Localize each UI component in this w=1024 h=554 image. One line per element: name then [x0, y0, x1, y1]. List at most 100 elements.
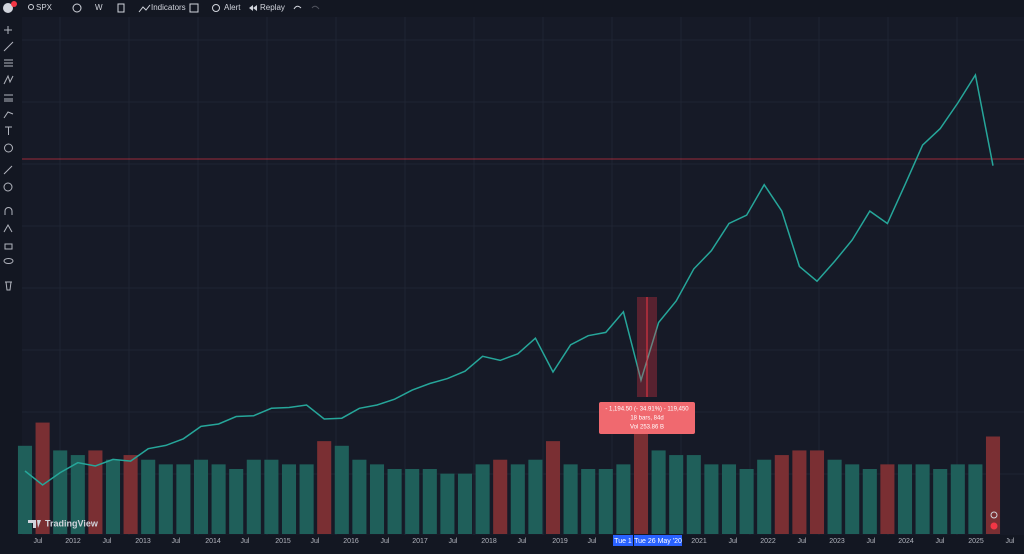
crosshair-label-bg — [634, 535, 682, 546]
volume-bar — [845, 464, 860, 534]
volume-bar — [739, 469, 754, 534]
volume-bar — [774, 455, 789, 534]
crosshair-tool[interactable] — [4, 26, 12, 34]
x-label: Jul — [936, 538, 945, 545]
x-label: 2025 — [968, 538, 984, 545]
volume-bar — [950, 464, 965, 534]
volume-bar — [880, 464, 895, 534]
interval[interactable]: W — [95, 3, 103, 12]
zoom-tool[interactable] — [3, 182, 13, 192]
alert-icon[interactable] — [212, 4, 220, 12]
volume-bar — [176, 464, 191, 534]
volume-bar — [299, 464, 314, 534]
volume-bar — [827, 459, 842, 534]
replay-icon[interactable] — [249, 5, 257, 11]
fib-tool[interactable] — [4, 59, 13, 67]
alert[interactable]: Alert — [224, 3, 241, 12]
tooltip-bg — [599, 402, 695, 434]
volume-bar — [721, 464, 737, 534]
tooltip-bars: 18 bars, 84d — [630, 416, 663, 422]
volume-bar — [493, 459, 508, 534]
brush-tool[interactable] — [3, 111, 14, 119]
settings-icon[interactable] — [990, 511, 998, 519]
crosshair-label-bg — [613, 535, 633, 546]
x-label: Jul — [34, 538, 43, 545]
volume-bar — [475, 464, 490, 534]
x-label: 2016 — [343, 538, 359, 545]
x-label: Jul — [518, 538, 527, 545]
volume-bar — [35, 422, 50, 534]
volume-bar — [686, 455, 701, 534]
volume-bar — [598, 469, 613, 534]
events-icon[interactable] — [990, 522, 998, 530]
volume-bar — [352, 459, 367, 534]
volume-bar — [704, 464, 719, 534]
volume-bar — [193, 459, 209, 534]
toolbar-bg — [0, 0, 1024, 16]
volume-bar — [792, 450, 807, 534]
volume-bar — [246, 459, 261, 534]
x-label: 2018 — [481, 538, 497, 545]
volume-bar — [862, 469, 877, 534]
volume-bar — [387, 469, 402, 534]
x-label: Jul — [241, 538, 250, 545]
crosshair-end: Tue 26 May '20 — [634, 538, 682, 545]
x-label: 2017 — [412, 538, 428, 545]
x-label: Jul — [867, 538, 876, 545]
delete-tool[interactable] — [5, 281, 12, 291]
indicators[interactable]: Indicators — [151, 3, 186, 12]
trendline-tool[interactable] — [3, 41, 14, 52]
volume-bar — [123, 455, 138, 534]
avatar[interactable] — [3, 3, 13, 13]
x-label: 2012 — [65, 538, 81, 545]
volume-bar — [985, 436, 1001, 534]
tooltip-change: - 1,194.50 (- 34.91%) - 119,450 — [605, 407, 689, 413]
redo[interactable] — [311, 5, 320, 10]
volume-bar — [563, 464, 578, 534]
ruler-tool[interactable] — [3, 165, 13, 175]
volume-bar — [281, 464, 297, 534]
volume-bar — [369, 464, 385, 534]
volume-bar — [141, 459, 156, 534]
volume-bar — [633, 404, 649, 534]
x-label: Jul — [1006, 538, 1015, 545]
volume-bar — [581, 469, 596, 534]
volume-bar — [405, 469, 420, 534]
volume-bar — [105, 459, 121, 534]
volume-pane — [17, 404, 1001, 534]
volume-bar — [457, 473, 473, 534]
search-icon[interactable] — [28, 4, 34, 10]
x-label: 2022 — [760, 538, 776, 545]
volume-bar — [897, 464, 913, 534]
lock-tool[interactable] — [4, 243, 13, 250]
layouts-icon[interactable] — [189, 3, 199, 13]
pattern-tool[interactable] — [3, 74, 14, 85]
badge — [11, 1, 17, 7]
hide-tool[interactable] — [3, 258, 14, 264]
x-label: Jul — [449, 538, 458, 545]
symbol[interactable]: SPX — [36, 3, 53, 12]
x-label: Jul — [588, 538, 597, 545]
text-tool[interactable] — [5, 126, 12, 135]
volume-bar — [70, 455, 85, 534]
x-label: 2014 — [205, 538, 221, 545]
forecast-tool[interactable] — [4, 94, 13, 102]
magnet-tool[interactable] — [4, 207, 13, 215]
volume-bar — [158, 464, 173, 534]
volume-bar — [211, 464, 226, 534]
add-symbol[interactable] — [72, 3, 82, 13]
top-toolbar: SPX W Indicators Alert Replay — [0, 0, 1024, 16]
time-axis: Tue 1 Tue 26 May '20 Jul 2012 Jul 2013 Jul 20… — [22, 535, 1024, 549]
volume-bar — [616, 464, 631, 534]
x-label: 2021 — [691, 538, 707, 545]
x-label: 2019 — [552, 538, 568, 545]
volume-bar — [264, 459, 279, 534]
indicators-icon[interactable] — [138, 4, 151, 13]
replay[interactable]: Replay — [260, 3, 285, 12]
drawing-mode[interactable] — [3, 223, 13, 233]
emoji-tool[interactable] — [4, 143, 13, 153]
x-label: Jul — [729, 538, 738, 545]
chart-type[interactable] — [117, 3, 125, 13]
undo[interactable] — [293, 5, 302, 10]
